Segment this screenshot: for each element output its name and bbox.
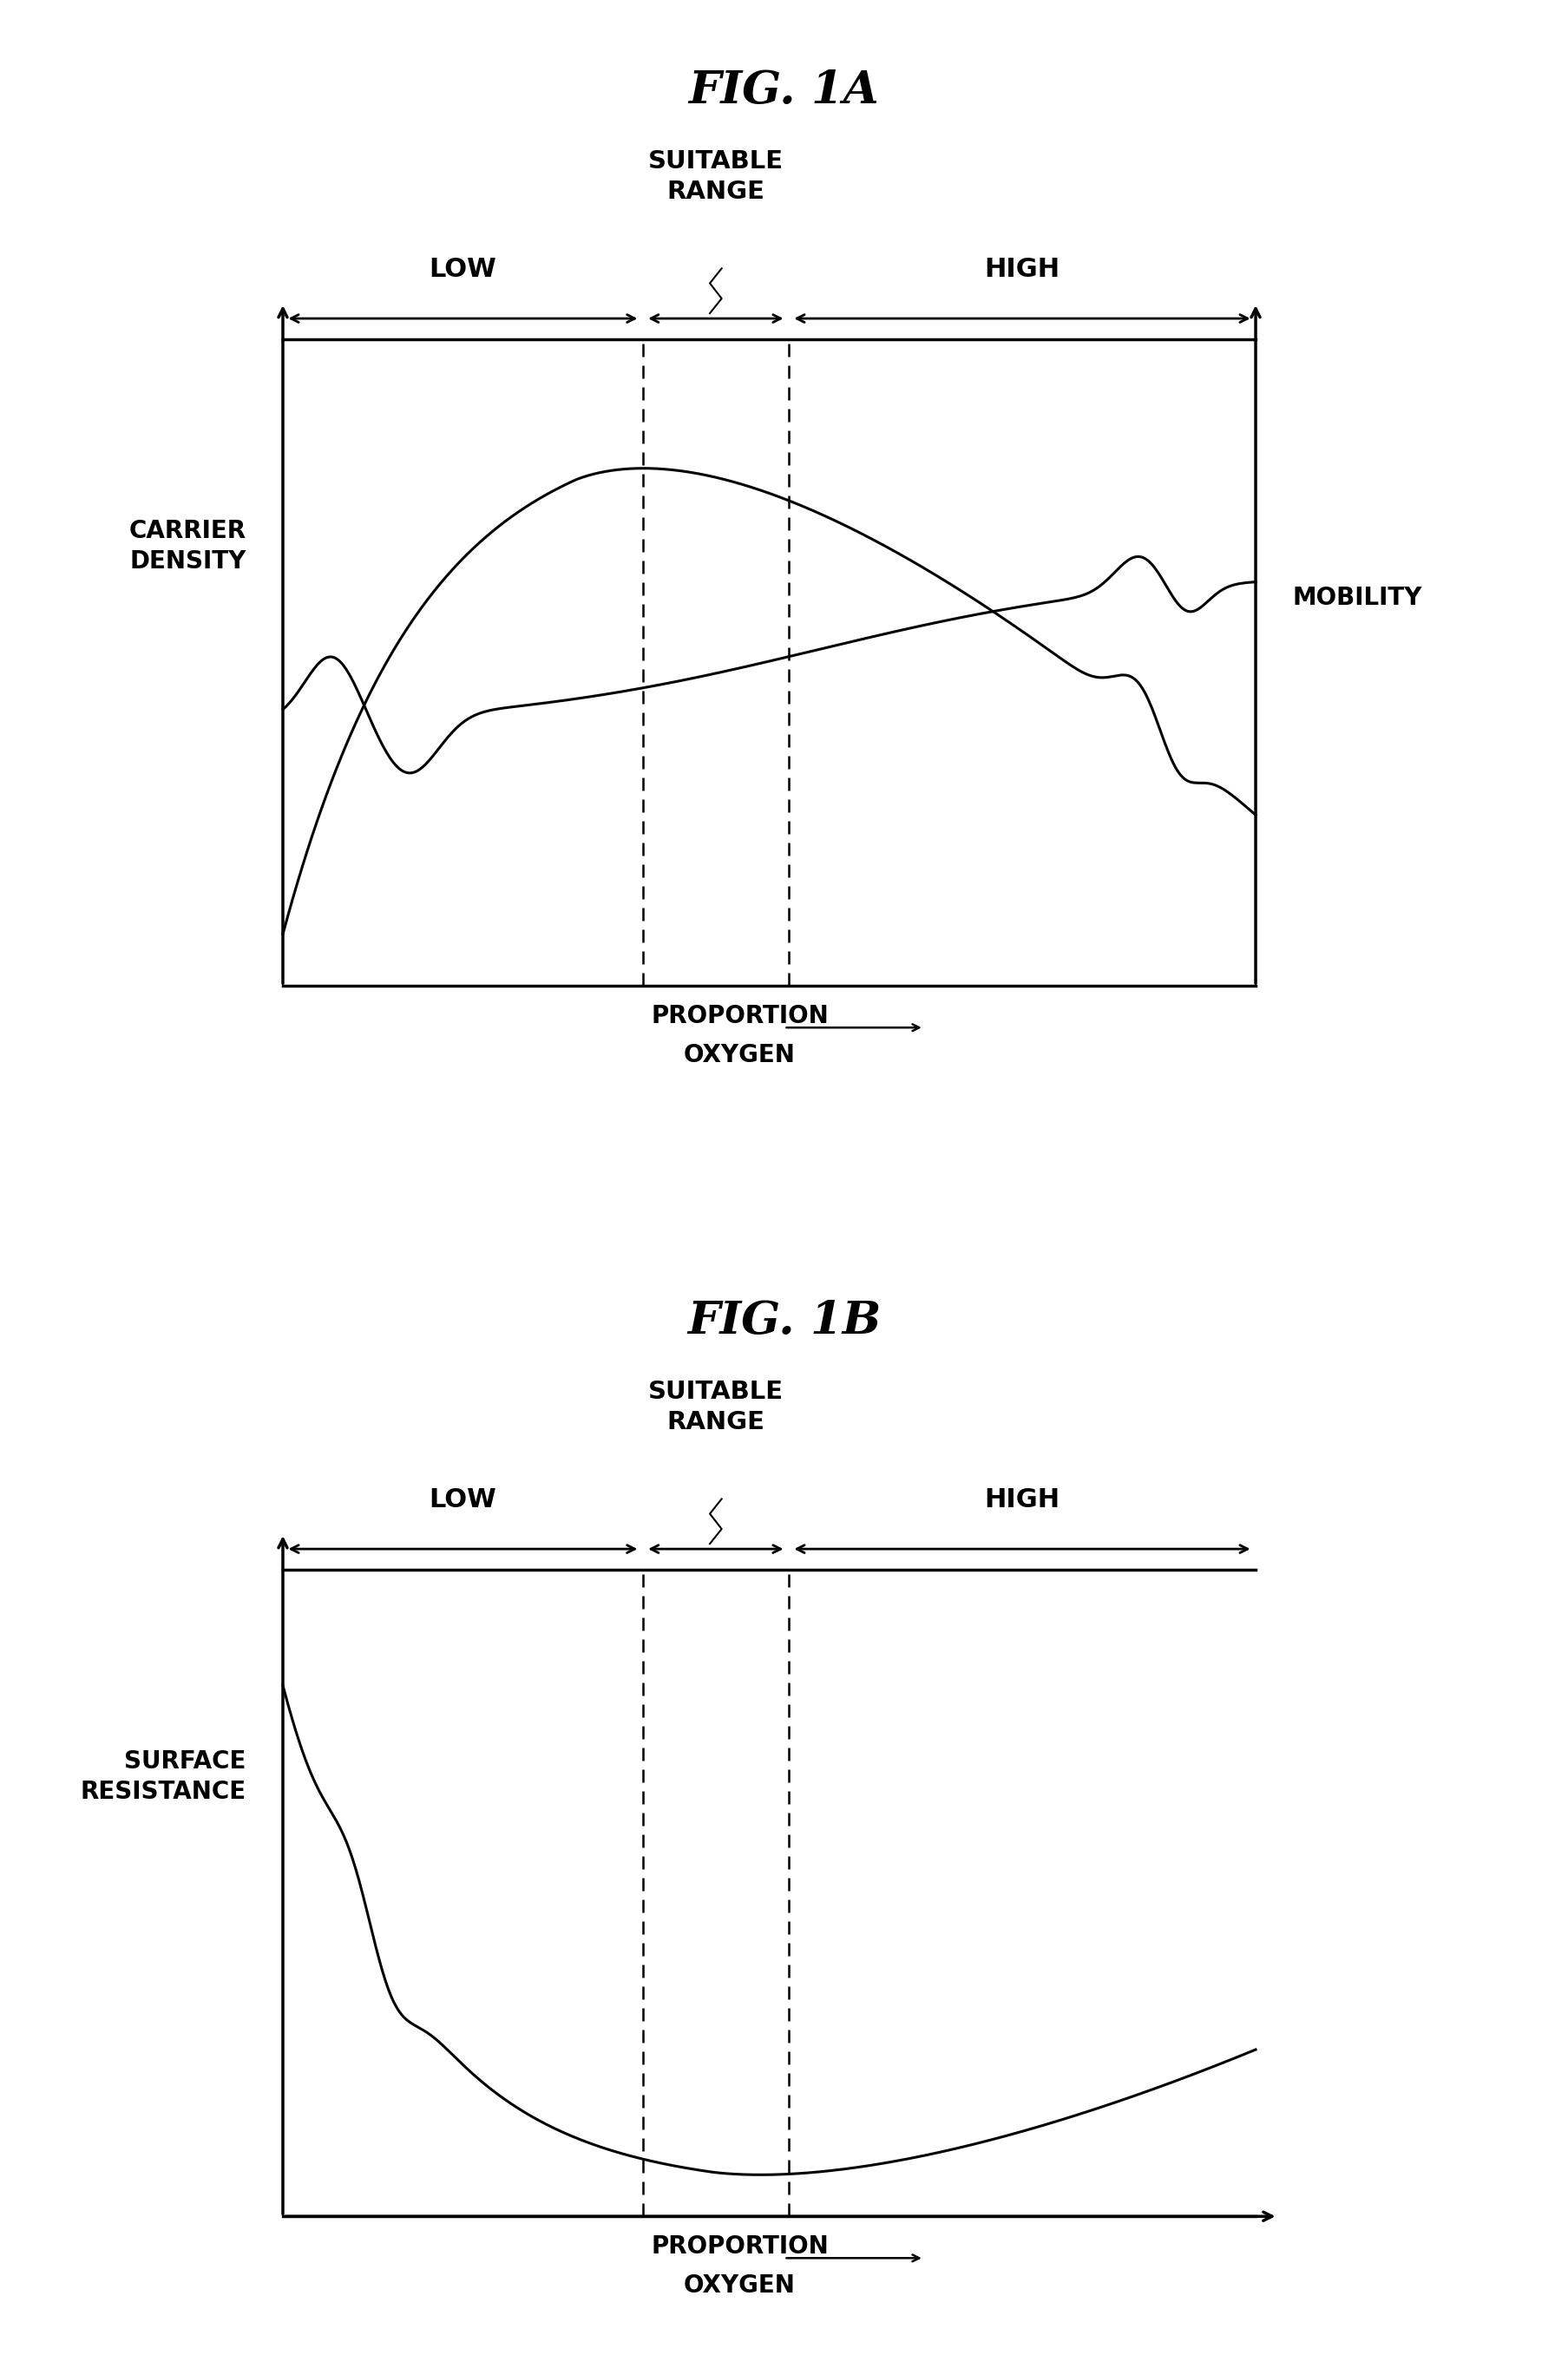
Text: OXYGEN: OXYGEN xyxy=(684,1044,795,1068)
Text: HIGH: HIGH xyxy=(985,1487,1060,1513)
Text: SUITABLE
RANGE: SUITABLE RANGE xyxy=(648,1381,784,1435)
Text: MOBILITY: MOBILITY xyxy=(1292,585,1422,611)
Text: CARRIER
DENSITY: CARRIER DENSITY xyxy=(129,519,246,573)
Text: FIG. 1A: FIG. 1A xyxy=(688,69,880,111)
Text: SUITABLE
RANGE: SUITABLE RANGE xyxy=(648,149,784,204)
Text: PROPORTION: PROPORTION xyxy=(651,2233,828,2259)
Text: LOW: LOW xyxy=(430,256,497,282)
Text: OXYGEN: OXYGEN xyxy=(684,2273,795,2297)
Text: HIGH: HIGH xyxy=(985,256,1060,282)
Text: FIG. 1B: FIG. 1B xyxy=(687,1298,881,1343)
Text: LOW: LOW xyxy=(430,1487,497,1513)
Text: SURFACE
RESISTANCE: SURFACE RESISTANCE xyxy=(80,1750,246,1804)
Text: PROPORTION: PROPORTION xyxy=(651,1004,828,1028)
